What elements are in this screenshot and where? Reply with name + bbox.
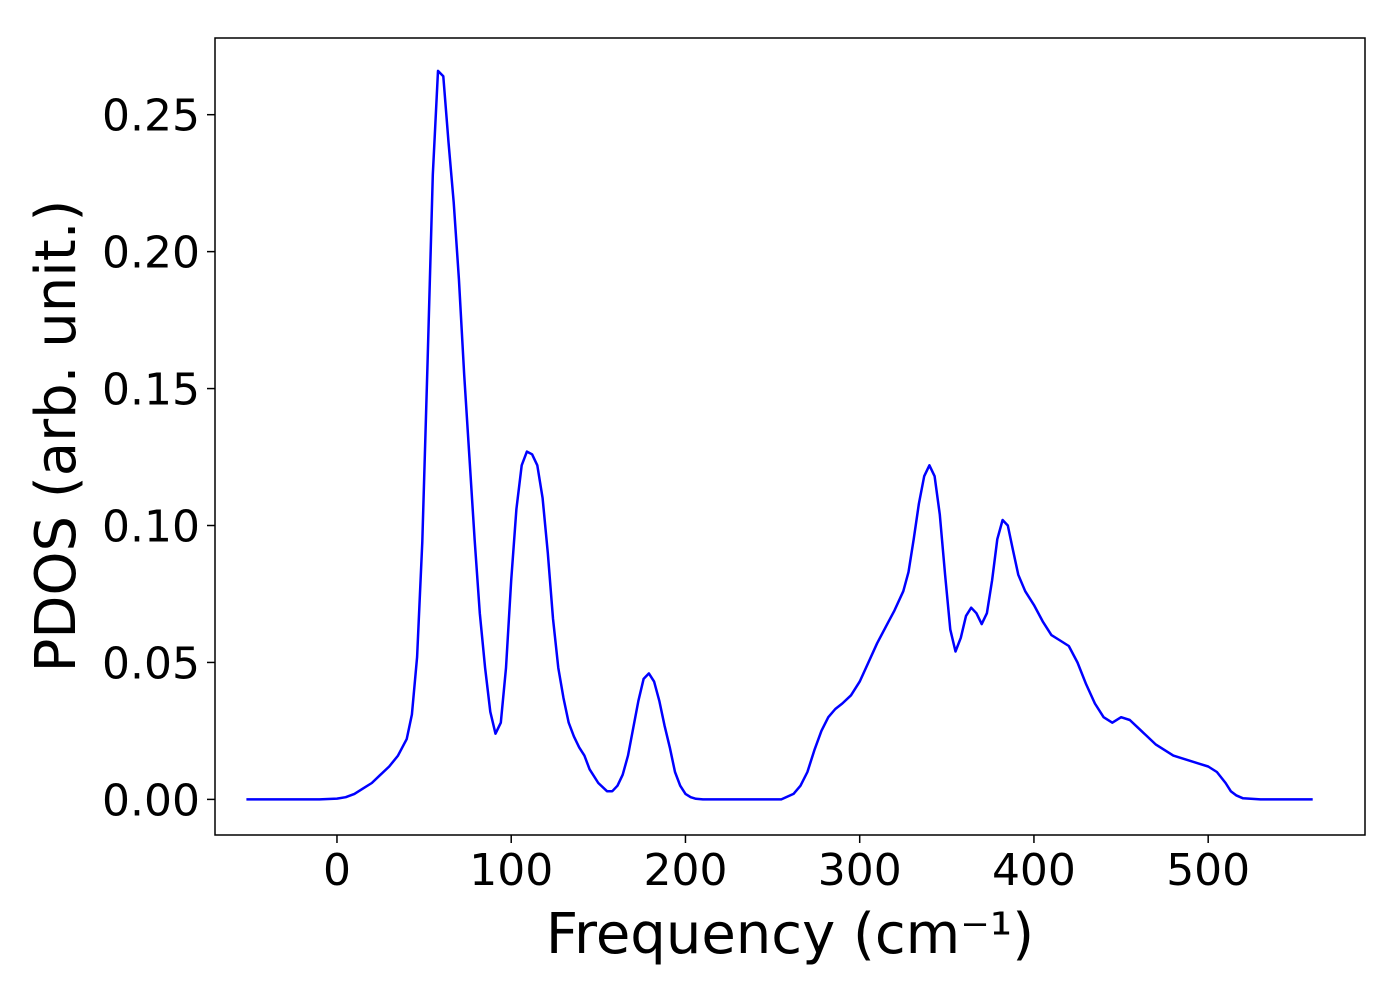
x-tick-label: 0 — [323, 845, 351, 896]
x-tick-label: 500 — [1166, 845, 1250, 896]
plot-area-frame — [214, 37, 1366, 836]
x-tick-label: 400 — [992, 845, 1076, 896]
y-tick-label: 0.20 — [102, 228, 200, 279]
x-axis-ticks: 0 100 200 300 400 500 — [323, 835, 1250, 896]
x-axis-label: Frequency (cm⁻¹) — [546, 902, 1034, 967]
y-tick-label: 0.05 — [102, 638, 200, 689]
y-tick-label: 0.10 — [102, 502, 200, 553]
pdos-series-line — [246, 69, 1313, 801]
x-tick-label: 100 — [469, 845, 553, 896]
y-axis-label: PDOS (arb. unit.) — [24, 200, 89, 673]
x-tick-label: 200 — [643, 845, 727, 896]
y-tick-label: 0.15 — [102, 365, 200, 416]
y-axis-ticks: 0.00 0.05 0.10 0.15 0.20 0.25 — [102, 91, 215, 826]
x-tick-label: 300 — [818, 845, 902, 896]
y-tick-label: 0.00 — [102, 775, 200, 826]
y-tick-label: 0.25 — [102, 91, 200, 142]
